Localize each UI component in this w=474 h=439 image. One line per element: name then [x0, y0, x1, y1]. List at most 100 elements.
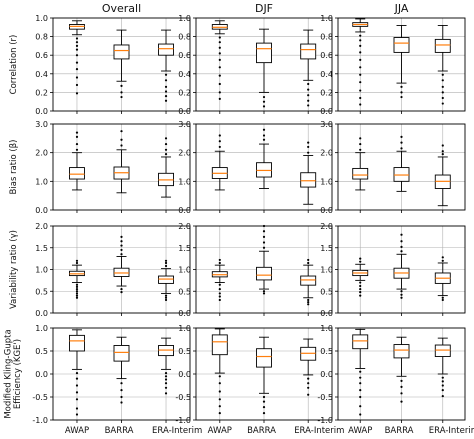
outlier-point [218, 145, 221, 149]
outlier-point [120, 84, 123, 87]
box-iqr [393, 37, 410, 53]
panel: -1.0 -0.5 0.0 0.5 1.0 AWAP BARRA ERA-Interim [32, 324, 202, 436]
y-tick-label: 1.0 [178, 177, 191, 186]
outlier-point [218, 97, 221, 101]
outlier-point [218, 82, 221, 86]
outlier-point [359, 148, 362, 151]
outlier-point [441, 256, 444, 259]
y-tick-label: 0.2 [320, 88, 333, 97]
y-tick-label: 1.0 [178, 266, 191, 275]
box-barra [393, 135, 410, 192]
outlier-point [120, 144, 123, 147]
outlier-point [441, 73, 444, 76]
outlier-point [262, 395, 266, 399]
y-tick-label: 1.5 [178, 244, 191, 253]
outlier-point [164, 90, 168, 93]
outlier-point [218, 405, 221, 408]
outlier-point [164, 378, 168, 381]
y-tick-label: 0.2 [35, 88, 48, 97]
outlier-point [164, 375, 168, 378]
outlier-point [218, 292, 221, 295]
box-iqr [256, 266, 272, 281]
y-tick-label: 0.0 [35, 309, 48, 318]
box-iqr [158, 43, 174, 56]
box-iqr [352, 167, 369, 180]
outlier-point [120, 395, 123, 399]
outlier-point [307, 301, 310, 304]
box-iqr [300, 275, 317, 286]
outlier-point [262, 230, 266, 233]
outlier-point [120, 130, 123, 133]
x-tick-label: AWAP [208, 426, 232, 436]
panel: 0.0 1.0 2.0 3.0 [178, 120, 333, 215]
outlier-point [307, 145, 310, 149]
y-tick-label: 0.4 [35, 70, 48, 79]
outlier-point [75, 259, 79, 262]
outlier-point [359, 66, 362, 69]
outlier-point [75, 48, 79, 51]
x-tick-label: BARRA [385, 426, 414, 436]
outlier-point [75, 296, 79, 299]
y-tick-label: 0.5 [35, 347, 48, 356]
box-era-interim [434, 337, 451, 398]
y-tick-label: -0.5 [32, 393, 48, 402]
outlier-point [75, 287, 79, 291]
y-tick-label: 0.5 [178, 287, 191, 296]
box-era-interim [434, 144, 451, 207]
outlier-point [359, 284, 362, 288]
box-iqr [352, 334, 369, 350]
box-era-interim [300, 258, 317, 306]
y-tick-label: 0.5 [178, 347, 191, 356]
panel: 0.0 0.5 1.0 1.5 2.0 [320, 222, 466, 318]
y-tick-label: 3.0 [320, 120, 333, 129]
box-barra [256, 224, 272, 295]
outlier-point [218, 258, 221, 262]
y-axis-label: Variability ratio (γ) [9, 230, 19, 309]
column-title: DJF [255, 2, 273, 15]
outlier-point [164, 382, 168, 385]
y-tick-label: 0.0 [35, 206, 48, 215]
outlier-point [441, 298, 444, 302]
y-tick-label: 0.5 [320, 287, 333, 296]
outlier-point [75, 68, 79, 71]
y-axis-label: Bias ratio (β) [9, 140, 19, 195]
outlier-point [400, 85, 403, 88]
outlier-point [441, 259, 444, 262]
y-tick-label: 1.0 [35, 266, 48, 275]
outlier-point [307, 393, 310, 396]
outlier-point [218, 283, 221, 286]
y-tick-label: 1.0 [178, 324, 191, 333]
y-tick-label: 2.0 [35, 149, 48, 158]
y-tick-label: -1.0 [32, 416, 48, 425]
y-tick-label: 2.0 [320, 149, 333, 158]
outlier-point [307, 382, 310, 385]
outlier-point [307, 141, 310, 144]
outlier-point [400, 91, 403, 94]
outlier-point [218, 66, 221, 69]
outlier-point [307, 104, 310, 107]
y-tick-label: 0.8 [320, 33, 333, 42]
outlier-point [359, 73, 362, 76]
box-iqr [113, 44, 130, 60]
outlier-point [262, 292, 266, 295]
column-title: Overall [102, 2, 141, 15]
outlier-point [75, 285, 79, 288]
box-awap [211, 20, 228, 101]
outlier-point [164, 371, 168, 375]
box-barra [393, 233, 410, 299]
box-awap [352, 137, 369, 191]
outlier-point [164, 386, 168, 389]
box-barra [393, 24, 410, 99]
outlier-point [400, 296, 403, 299]
y-tick-label: 0.5 [35, 287, 48, 296]
x-tick-label: BARRA [105, 426, 134, 436]
outlier-point [75, 54, 79, 57]
box-barra [113, 336, 130, 404]
outlier-point [75, 371, 79, 375]
outlier-point [400, 250, 403, 253]
box-awap [69, 20, 85, 95]
outlier-point [262, 100, 266, 103]
outlier-point [75, 413, 79, 416]
box-iqr [300, 43, 317, 60]
y-tick-label: 0.8 [178, 33, 191, 42]
